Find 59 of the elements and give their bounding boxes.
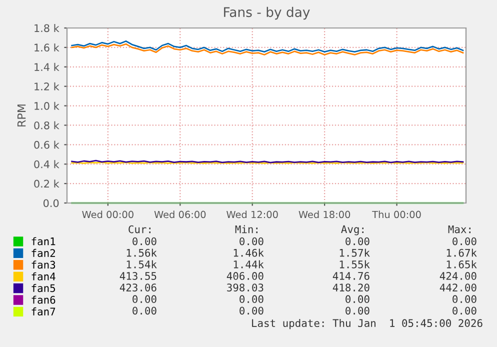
line-series — [71, 40, 464, 53]
y-tick-label: 0.2 k — [34, 180, 60, 188]
text: 0.00 — [452, 295, 476, 304]
text: 398.03 — [227, 284, 264, 292]
text: 1.55k — [340, 260, 370, 268]
text: 1.44k — [234, 260, 264, 268]
x-tick-label: Wed 18:00 — [298, 210, 350, 218]
text: 1.56k — [126, 248, 157, 257]
line-series — [71, 43, 464, 56]
text: 413.55 — [120, 272, 156, 280]
text: 0.00 — [452, 306, 476, 315]
legend-label: fan6 — [32, 296, 56, 304]
chart-title: Fans - by day — [224, 6, 310, 20]
text: 1.46k — [234, 248, 264, 257]
text: 0.00 — [346, 306, 370, 315]
text: 442.00 — [440, 284, 476, 292]
text: 0.00 — [240, 306, 264, 315]
y-tick-label: 0.0 — [43, 199, 59, 208]
y-tick-label: 1.4 k — [34, 62, 60, 71]
y-tick-label: 1.8 k — [34, 24, 60, 32]
y-tick-label: 0.8 k — [34, 121, 60, 130]
text: 1.65k — [446, 260, 477, 268]
text: 418.20 — [332, 284, 370, 292]
text: 0.00 — [346, 237, 370, 246]
text: 1.67k — [446, 248, 477, 257]
x-tick-label: Wed 06:00 — [154, 210, 206, 218]
legend-label: fan7 — [32, 307, 56, 316]
text: Max: — [448, 225, 470, 234]
x-tick-label: Wed 00:00 — [82, 210, 134, 218]
legend-label: fan1 — [32, 237, 56, 246]
text: Min: — [235, 225, 258, 234]
text: 0.00 — [132, 306, 156, 315]
text: 0.00 — [132, 237, 156, 246]
text: 0.00 — [240, 237, 264, 246]
legend-label: fan4 — [32, 272, 56, 280]
x-tick-label: Wed 12:00 — [226, 210, 278, 218]
text: 406.00 — [226, 272, 264, 280]
y-tick-label: 0.6 k — [34, 140, 60, 149]
x-tick-label: Thu 00:00 — [372, 210, 421, 218]
text: 0.00 — [240, 295, 264, 304]
text: 414.76 — [332, 272, 370, 280]
text: 0.00 — [452, 237, 476, 246]
y-tick-label: 0.4 k — [34, 160, 60, 168]
y-axis-title: RPM — [17, 104, 26, 126]
y-tick-label: 1.6 k — [34, 43, 60, 52]
text: 0.00 — [132, 295, 156, 304]
legend-label: fan3 — [32, 260, 56, 269]
y-tick-label: 1.0 k — [34, 102, 60, 110]
text: Last update: Thu Jan 1 05:45:00 2026 — [252, 318, 482, 330]
text: 424.00 — [440, 272, 476, 280]
text: Avg: — [341, 225, 364, 236]
text: 423.06 — [120, 284, 156, 292]
legend-label: fan5 — [32, 284, 56, 292]
text: 0.00 — [346, 295, 370, 304]
text: Cur: — [128, 225, 150, 234]
legend-label: fan2 — [32, 248, 55, 257]
text: 1.57k — [340, 248, 370, 257]
text: 1.54k — [126, 260, 157, 268]
y-tick-label: 1.2 k — [34, 82, 60, 90]
